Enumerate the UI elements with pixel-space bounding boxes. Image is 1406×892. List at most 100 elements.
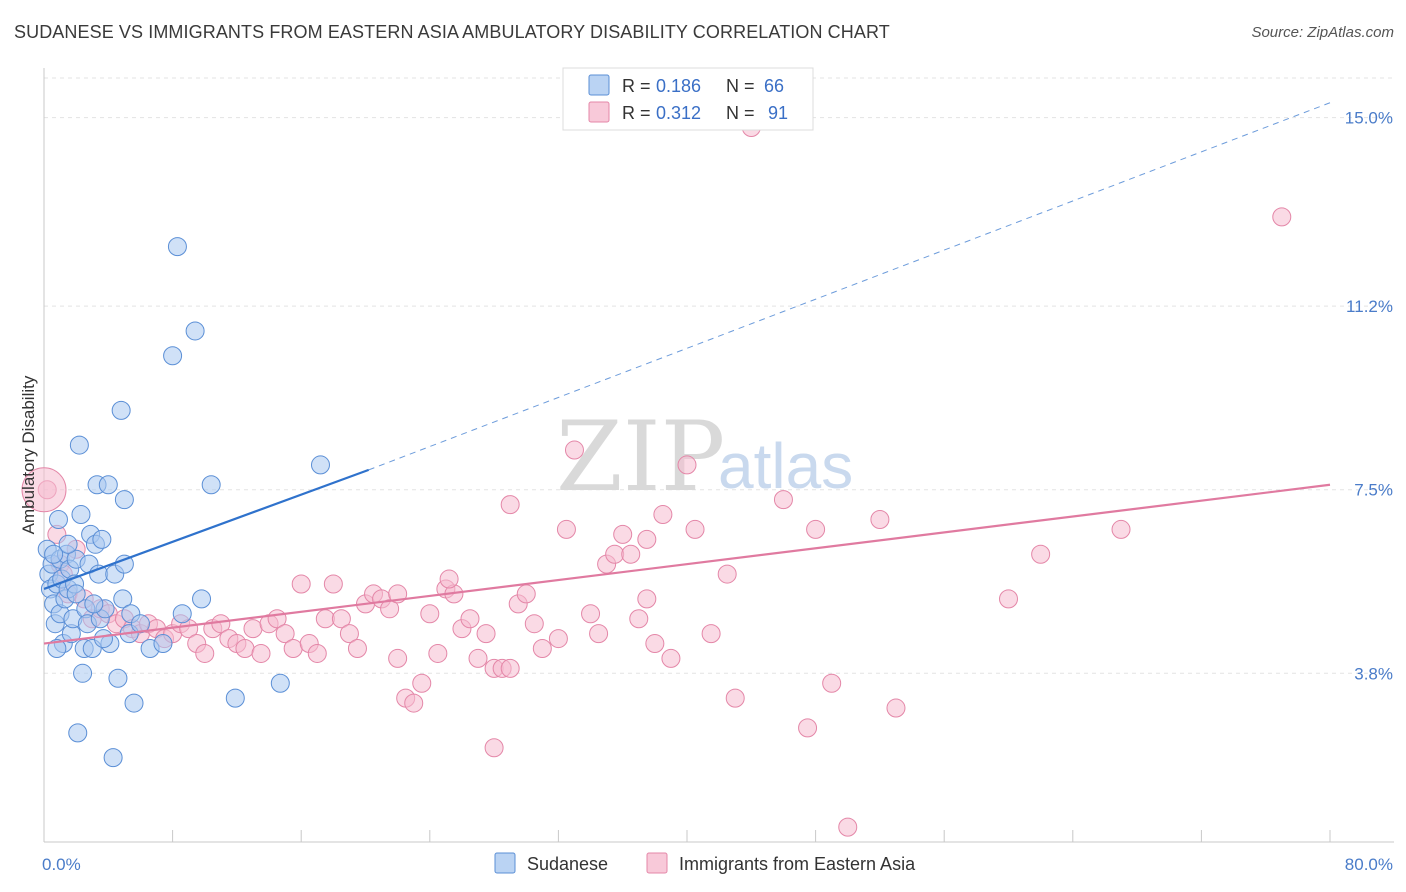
eastern-asia-extra-point-2 [500, 495, 520, 515]
top-legend: R = 0.186 N = 66 R = 0.312 N = 91 [562, 67, 814, 131]
y-tick-label-2: 11.2% [1346, 297, 1393, 316]
sudanese-point-46 [113, 589, 133, 609]
eastern-asia-extra-point-8 [1272, 207, 1292, 227]
sudanese-point-51 [163, 346, 183, 366]
sudanese-point-54 [185, 321, 205, 341]
sudanese-trend-line [43, 468, 370, 590]
legend-swatch-sudanese [588, 74, 610, 96]
trend-lines [43, 102, 1331, 645]
eastern-asia-point-75 [645, 634, 665, 654]
sudanese-point-34 [92, 529, 112, 549]
y-tick-label-1: 7.5% [1354, 481, 1393, 500]
sudanese-point-55 [192, 589, 212, 609]
eastern-asia-point-65 [556, 519, 576, 539]
sudanese-points [37, 237, 330, 768]
eastern-asia-point-85 [806, 519, 826, 539]
eastern-asia-extra-point-4 [637, 529, 657, 549]
legend-r-value-2: 0.312 [656, 103, 701, 123]
eastern-asia-point-21 [195, 643, 215, 663]
y-tick-label-3: 15.0% [1345, 109, 1393, 128]
eastern-asia-point-77 [661, 648, 681, 668]
eastern-asia-point-38 [331, 609, 351, 629]
eastern-asia-point-89 [999, 589, 1018, 609]
sudanese-point-59 [310, 455, 330, 475]
sudanese-point-65 [44, 544, 64, 564]
sudanese-point-61 [58, 534, 78, 554]
eastern-asia-point-33 [291, 574, 311, 594]
sudanese-point-21 [69, 435, 89, 455]
legend-swatch-eastern-asia [588, 101, 610, 123]
bottom-legend-swatch-eastern-asia [646, 852, 668, 874]
legend-n-label-2: N = [726, 103, 755, 123]
eastern-asia-point-26 [235, 639, 255, 658]
x-tick-label-min: 0.0% [42, 855, 81, 874]
eastern-asia-extra-point-5 [717, 564, 737, 584]
eastern-asia-extra-point-3 [484, 738, 504, 758]
sudanese-point-63 [84, 594, 104, 614]
eastern-asia-point-64 [548, 629, 568, 649]
eastern-asia-point-66 [564, 440, 584, 460]
eastern-asia-point-47 [404, 693, 424, 713]
eastern-asia-point-67 [581, 604, 601, 624]
sudanese-point-58 [270, 673, 290, 693]
eastern-asia-point-62 [524, 614, 544, 634]
eastern-asia-point-78 [677, 455, 697, 475]
sudanese-point-52 [167, 237, 187, 257]
eastern-asia-point-76 [653, 505, 673, 525]
chart-title: SUDANESE VS IMMIGRANTS FROM EASTERN ASIA… [14, 22, 890, 42]
sudanese-point-36 [98, 475, 118, 495]
eastern-asia-point-36 [315, 609, 335, 629]
sudanese-point-7 [48, 510, 68, 529]
chart-source: Source: ZipAtlas.com [1251, 24, 1394, 41]
eastern-asia-point-87 [838, 817, 858, 837]
sudanese-point-22 [71, 505, 91, 525]
legend-n-value-1: 66 [764, 76, 784, 96]
eastern-asia-point-72 [621, 544, 641, 564]
eastern-asia-point-50 [428, 643, 448, 663]
sudanese-point-42 [114, 490, 134, 510]
sudanese-point-50 [153, 634, 173, 654]
legend-n-label-1: N = [726, 76, 755, 96]
eastern-asia-extra-point-7 [1111, 519, 1131, 539]
eastern-asia-point-48 [412, 673, 432, 693]
bottom-legend: Sudanese Immigrants from Eastern Asia [494, 852, 916, 874]
immigrants-eastern-asia-points [21, 118, 1292, 837]
eastern-asia-point-81 [725, 688, 745, 708]
eastern-asia-point-68 [589, 624, 609, 644]
legend-r-label-2: R = [622, 103, 651, 123]
sudanese-trend-extrapolation [368, 102, 1331, 471]
axes [43, 68, 1394, 843]
eastern-asia-point-27 [243, 619, 263, 639]
sudanese-point-62 [66, 584, 86, 604]
x-tick-label-max: 80.0% [1345, 855, 1393, 874]
bottom-legend-label-sudanese: Sudanese [527, 854, 608, 874]
eastern-asia-point-61 [516, 584, 536, 604]
y-axis-label: Ambulatory Disability [19, 375, 38, 534]
grid-lines [44, 77, 1394, 674]
eastern-asia-point-88 [886, 698, 906, 718]
eastern-asia-point-35 [307, 643, 327, 663]
sudanese-point-38 [103, 748, 123, 768]
watermark-atlas: atlas [718, 430, 853, 502]
legend-r-value-1: 0.186 [656, 76, 701, 96]
eastern-asia-point-40 [347, 639, 367, 658]
sudanese-point-56 [201, 475, 221, 495]
bottom-legend-swatch-sudanese [494, 852, 516, 874]
legend-r-label-1: R = [622, 76, 651, 96]
watermark: ZIP atlas [556, 401, 853, 513]
sudanese-point-57 [225, 688, 245, 708]
eastern-asia-large-point [21, 467, 67, 513]
eastern-asia-point-83 [773, 490, 793, 510]
eastern-asia-point-70 [605, 544, 625, 564]
eastern-asia-point-39 [339, 624, 359, 644]
eastern-asia-point-86 [822, 673, 842, 693]
y-tick-label-0: 3.8% [1354, 664, 1393, 683]
eastern-asia-extra-point-6 [870, 510, 890, 529]
eastern-asia-point-90 [1031, 544, 1051, 564]
sudanese-point-20 [68, 723, 88, 743]
eastern-asia-point-84 [798, 718, 818, 738]
eastern-asia-point-56 [476, 624, 496, 644]
eastern-asia-point-37 [323, 574, 343, 594]
eastern-asia-point-49 [420, 604, 440, 624]
sudanese-point-40 [108, 668, 128, 688]
